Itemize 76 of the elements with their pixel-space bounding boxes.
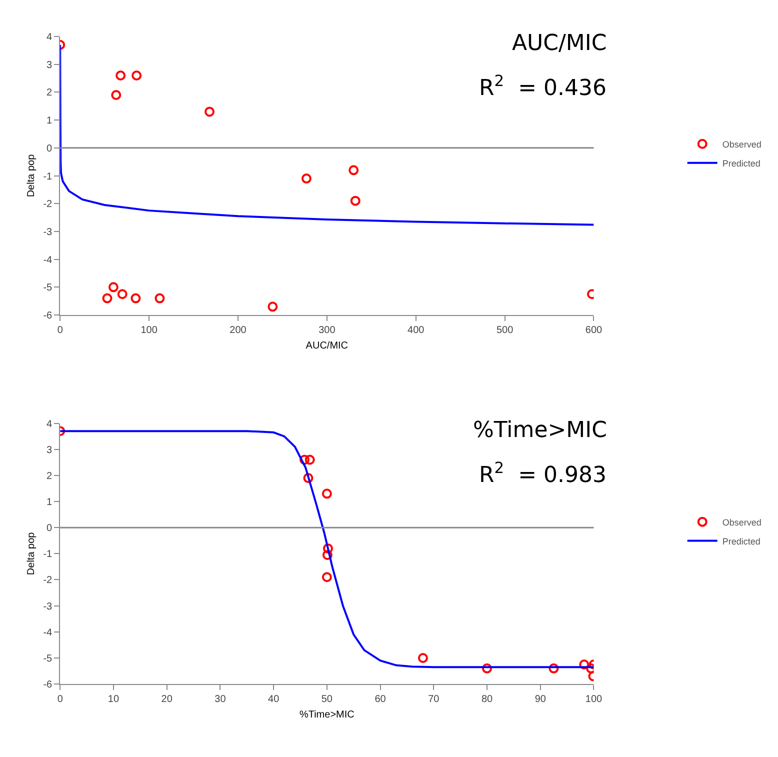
point bbox=[117, 289, 128, 300]
point bbox=[579, 660, 590, 670]
x-tick-label: 200 bbox=[230, 325, 247, 336]
y-tick-label: 4 bbox=[46, 32, 53, 43]
y-tick-label: 1 bbox=[46, 116, 53, 127]
point bbox=[322, 488, 332, 499]
x-axis-title: %Time>MIC bbox=[299, 710, 354, 721]
x-tick-label: 90 bbox=[534, 694, 546, 706]
point bbox=[350, 196, 360, 206]
point bbox=[108, 282, 118, 292]
annotation: R$^{2}$ = 0.436 bbox=[479, 72, 606, 102]
y-tick-label: 0 bbox=[46, 523, 53, 534]
point bbox=[268, 302, 278, 312]
y-tick-label: -4 bbox=[43, 627, 53, 638]
legend-label: Observed bbox=[722, 517, 762, 528]
y-tick-label: 4 bbox=[46, 418, 53, 430]
y-tick-label: 3 bbox=[46, 444, 53, 456]
point bbox=[322, 572, 332, 582]
legend-label: Predicted bbox=[722, 536, 760, 546]
point bbox=[323, 543, 333, 554]
point bbox=[300, 454, 310, 465]
point bbox=[304, 454, 315, 465]
y-tick-label: -5 bbox=[43, 282, 53, 294]
point bbox=[102, 293, 112, 304]
x-tick-label: 30 bbox=[214, 694, 226, 706]
y-tick-label: -6 bbox=[43, 680, 53, 691]
x-tick-label: 400 bbox=[408, 325, 425, 336]
x-tick-label: 70 bbox=[428, 694, 440, 706]
point bbox=[130, 293, 141, 304]
x-tick-label: 60 bbox=[374, 694, 386, 706]
x-tick-label: 0 bbox=[57, 694, 64, 706]
point bbox=[482, 663, 492, 674]
x-tick-label: 50 bbox=[321, 694, 333, 706]
point bbox=[548, 663, 559, 674]
point bbox=[322, 550, 332, 560]
y-tick-label: 3 bbox=[46, 60, 53, 71]
x-tick-label: 500 bbox=[496, 325, 514, 336]
y-tick-label: 2 bbox=[46, 88, 53, 99]
x-tick-label: 20 bbox=[161, 694, 173, 706]
annotation: AUC/MIC bbox=[512, 31, 607, 56]
x-tick-label: 600 bbox=[585, 325, 603, 336]
x-tick-label: 40 bbox=[268, 694, 280, 706]
legend-label: Predicted bbox=[722, 158, 760, 168]
x-tick-label: 0 bbox=[57, 325, 64, 336]
y-tick-label: -6 bbox=[43, 310, 53, 322]
y-tick-label: 2 bbox=[46, 470, 53, 482]
point bbox=[116, 70, 126, 80]
x-tick-label: 100 bbox=[585, 694, 603, 706]
y-tick-label: -2 bbox=[43, 575, 53, 586]
point bbox=[154, 293, 165, 304]
y-tick-label: -3 bbox=[43, 226, 53, 238]
legend-label: Observed bbox=[722, 139, 762, 150]
x-tick-label: 300 bbox=[318, 325, 336, 336]
y-tick-label: 1 bbox=[46, 497, 53, 508]
y-axis-title: Delta pop bbox=[26, 532, 38, 576]
x-tick-label: 80 bbox=[481, 694, 494, 706]
point bbox=[348, 165, 359, 176]
y-tick-label: -1 bbox=[43, 171, 53, 182]
point bbox=[418, 652, 428, 663]
annotation: %Time>MIC bbox=[473, 418, 608, 443]
y-tick-label: -4 bbox=[43, 254, 53, 266]
point bbox=[303, 473, 314, 484]
y-tick-label: -5 bbox=[43, 653, 53, 664]
x-axis-title: AUC/MIC bbox=[306, 340, 348, 352]
annotation: R$^{2}$ = 0.983 bbox=[479, 459, 606, 488]
y-tick-label: -1 bbox=[43, 549, 53, 560]
y-axis-title: Delta pop bbox=[26, 154, 38, 198]
x-tick-label: 100 bbox=[140, 325, 158, 336]
y-tick-label: -2 bbox=[43, 199, 53, 210]
point bbox=[204, 106, 215, 117]
point bbox=[301, 174, 312, 184]
x-tick-label: 10 bbox=[108, 694, 120, 706]
y-tick-label: 0 bbox=[46, 143, 53, 154]
point bbox=[111, 90, 122, 100]
y-tick-label: -3 bbox=[43, 601, 53, 612]
point bbox=[132, 70, 142, 80]
